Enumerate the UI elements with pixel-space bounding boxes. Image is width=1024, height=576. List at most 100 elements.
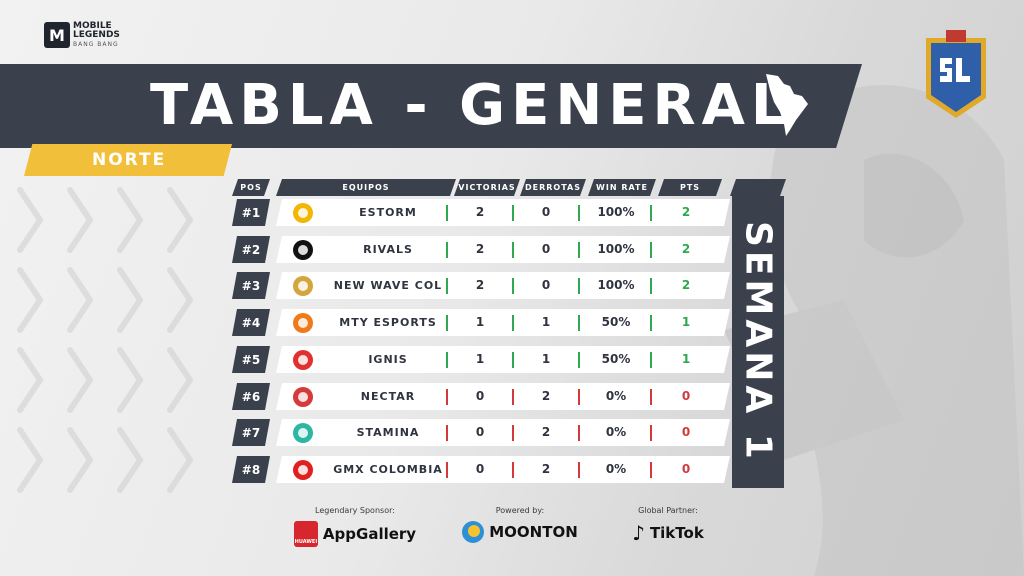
mobile-legends-mark-icon: M: [44, 22, 70, 48]
logo-subline: BANG BANG: [73, 41, 119, 48]
losses-cell: 2: [541, 425, 551, 439]
column-separator: [446, 315, 448, 331]
column-separator: [650, 315, 652, 331]
win-rate-cell: 50%: [601, 352, 631, 366]
team-name: ESTORM: [359, 206, 417, 219]
column-separator: [578, 205, 580, 221]
row-position: #4: [232, 309, 270, 336]
team-name: IGNIS: [368, 353, 408, 366]
column-separator: [446, 425, 448, 441]
wins-cell: 2: [475, 205, 485, 219]
sponsor-powered-by: Powered by: MOONTON: [450, 506, 590, 543]
column-separator: [578, 352, 580, 368]
win-rate-cell: 0%: [605, 425, 627, 439]
page-title: TABLA - GENERAL: [150, 73, 793, 138]
team-logo-icon: [288, 346, 318, 373]
column-separator: [446, 278, 448, 294]
col-header-wins: VICTORIAS: [454, 179, 520, 196]
team-logo-icon: [288, 419, 318, 446]
row-background: [276, 272, 730, 299]
table-row: #4 MTY ESPORTS 1 1 50% 1: [232, 309, 732, 336]
losses-cell: 2: [541, 462, 551, 476]
team-logo-icon: [288, 199, 318, 226]
col-header-teams: EQUIPOS: [276, 179, 456, 196]
sponsors-strip: Legendary Sponsor: HUAWEI AppGallery Pow…: [290, 506, 740, 566]
win-rate-cell: 100%: [597, 278, 635, 292]
column-separator: [578, 315, 580, 331]
team-logo-icon: [288, 456, 318, 483]
team-name: STAMINA: [356, 426, 420, 439]
team-logo-icon: [288, 383, 318, 410]
points-cell: 2: [681, 205, 691, 219]
week-band: [732, 196, 784, 488]
row-position: #2: [232, 236, 270, 263]
row-position: #6: [232, 383, 270, 410]
row-background: [276, 456, 730, 483]
column-separator: [512, 315, 514, 331]
win-rate-cell: 0%: [605, 389, 627, 403]
losses-cell: 0: [541, 205, 551, 219]
team-name: NEW WAVE COL: [333, 279, 443, 292]
column-separator: [512, 425, 514, 441]
table-row: #3 NEW WAVE COL 2 0 100% 2: [232, 272, 732, 299]
row-background: [276, 309, 730, 336]
logo-line-1: MOBILE: [73, 21, 112, 31]
col-header-spacer: [730, 179, 786, 196]
column-separator: [446, 462, 448, 478]
row-background: [276, 383, 730, 410]
row-position: #1: [232, 199, 270, 226]
column-separator: [650, 205, 652, 221]
logo-line-2: LEGENDS: [73, 30, 120, 40]
wins-cell: 0: [475, 389, 485, 403]
column-separator: [446, 242, 448, 258]
column-separator: [650, 389, 652, 405]
moonton-icon: [462, 521, 485, 543]
table-row: #6 NECTAR 0 2 0% 0: [232, 383, 732, 410]
column-separator: [512, 278, 514, 294]
wins-cell: 2: [475, 278, 485, 292]
region-label: NORTE: [92, 150, 167, 170]
column-separator: [512, 205, 514, 221]
table-row: #2 RIVALS 2 0 100% 2: [232, 236, 732, 263]
column-separator: [446, 205, 448, 221]
wins-cell: 1: [475, 315, 485, 329]
sponsor-brand: AppGallery: [322, 525, 417, 543]
row-background: [276, 199, 730, 226]
league-badge-icon: [926, 30, 986, 118]
losses-cell: 0: [541, 278, 551, 292]
column-separator: [650, 425, 652, 441]
table-row: #1 ESTORM 2 0 100% 2: [232, 199, 732, 226]
column-separator: [578, 278, 580, 294]
row-background: [276, 236, 730, 263]
col-header-pts: PTS: [658, 179, 722, 196]
sponsor-caption: Global Partner:: [638, 506, 698, 515]
wins-cell: 2: [475, 242, 485, 256]
win-rate-cell: 50%: [601, 315, 631, 329]
row-position: #8: [232, 456, 270, 483]
losses-cell: 2: [541, 389, 551, 403]
latin-america-map-icon: [766, 74, 808, 136]
points-cell: 0: [681, 389, 691, 403]
wins-cell: 0: [475, 425, 485, 439]
column-separator: [446, 352, 448, 368]
row-position: #5: [232, 346, 270, 373]
column-separator: [578, 242, 580, 258]
tiktok-icon: ♪: [632, 521, 645, 545]
points-cell: 0: [681, 462, 691, 476]
table-row: #5 IGNIS 1 1 50% 1: [232, 346, 732, 373]
points-cell: 1: [681, 315, 691, 329]
mobile-legends-logo: M MOBILE LEGENDS BANG BANG: [44, 20, 126, 50]
week-label: SEMANA 1: [737, 221, 779, 463]
col-header-pos: POS: [232, 179, 270, 196]
column-separator: [650, 462, 652, 478]
column-separator: [650, 352, 652, 368]
region-tab: [24, 144, 232, 176]
sponsor-brand: TikTok: [649, 524, 704, 542]
huawei-appgallery-icon: HUAWEI: [293, 521, 318, 547]
background-chevron-pattern: [17, 187, 194, 493]
column-separator: [578, 389, 580, 405]
sponsor-legendary: Legendary Sponsor: HUAWEI AppGallery: [290, 506, 420, 547]
team-name: MTY ESPORTS: [339, 316, 437, 329]
column-separator: [578, 425, 580, 441]
column-separator: [512, 242, 514, 258]
